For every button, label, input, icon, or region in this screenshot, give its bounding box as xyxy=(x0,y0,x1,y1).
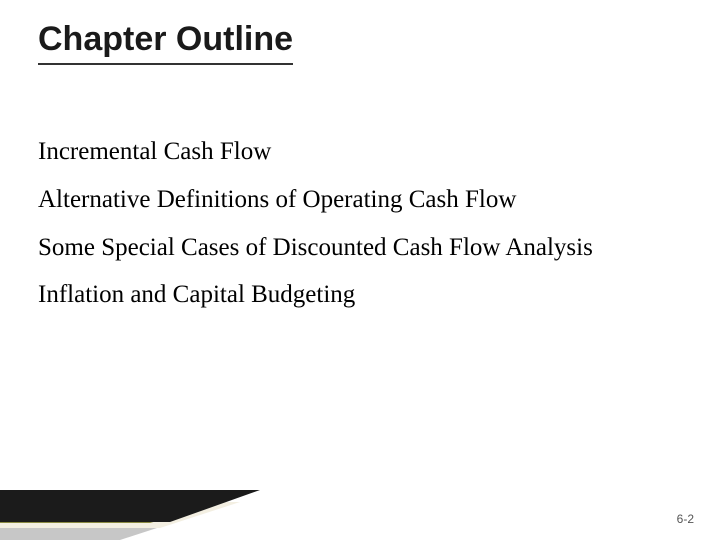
outline-item: Some Special Cases of Discounted Cash Fl… xyxy=(38,231,680,265)
page-number: 6-2 xyxy=(677,512,694,526)
outline-list: Incremental Cash Flow Alternative Defini… xyxy=(38,135,680,326)
corner-decoration xyxy=(0,460,260,540)
outline-item: Alternative Definitions of Operating Cas… xyxy=(38,183,680,217)
page-title: Chapter Outline xyxy=(38,20,293,65)
outline-item: Inflation and Capital Budgeting xyxy=(38,278,680,312)
outline-item: Incremental Cash Flow xyxy=(38,135,680,169)
